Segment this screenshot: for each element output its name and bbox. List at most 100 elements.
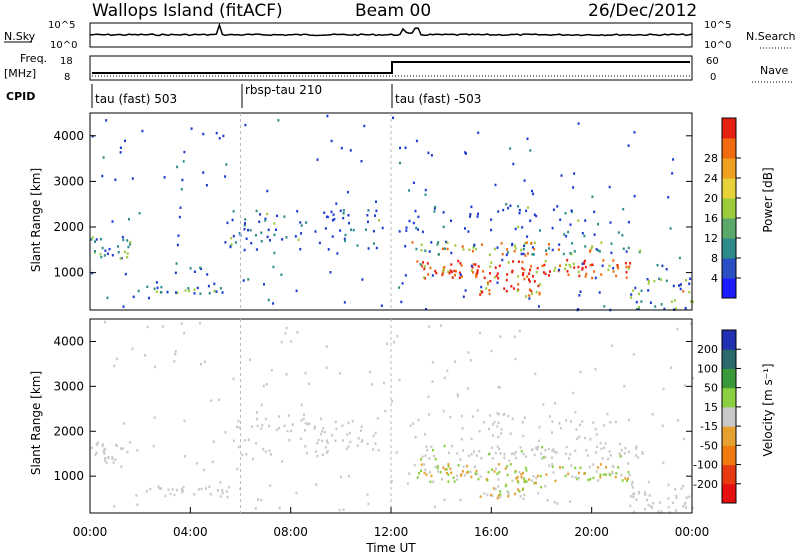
range-cell [400,300,403,304]
range-cell [690,300,693,303]
range-cell [347,445,350,448]
range-cell [652,501,655,505]
range-cell [646,498,649,502]
range-cell [635,447,638,450]
range-cell [425,473,428,476]
range-cell [513,244,516,248]
range-cell [512,287,515,290]
range-cell [491,423,494,426]
range-cell [688,282,691,285]
range-cell [471,249,474,253]
range-cell [181,491,184,494]
range-cell [472,263,475,266]
range-cell [321,453,324,456]
range-cell [188,289,190,293]
range-cell [578,435,581,439]
range-cell [260,427,263,430]
range-cell [420,243,423,247]
range-cell [624,477,627,480]
range-cell [598,291,601,294]
range-cell [418,472,421,475]
colorbar-swatch [722,198,736,219]
range-cell [252,457,255,461]
range-cell [581,232,584,235]
range-cell [579,466,582,470]
range-cell [374,214,376,217]
range-cell [423,463,426,466]
range-cell [522,471,524,475]
range-cell [326,441,329,445]
range-cell [235,425,238,429]
range-cell [305,451,308,455]
range-cell [189,267,192,270]
range-cell [193,493,196,496]
range-cell [111,220,114,223]
range-cell [160,487,163,490]
range-cell [262,448,265,451]
range-cell [572,262,575,266]
range-cell [682,437,685,441]
range-cell [255,209,258,213]
range-cell [264,219,267,222]
colorbar-swatch [722,218,736,239]
x-tick-label: 00:00 [73,525,108,539]
range-cell [528,272,531,275]
range-cell [594,276,597,280]
range-cell [436,243,439,246]
range-cell [600,241,603,244]
range-cell [180,487,183,491]
range-cell [537,491,540,495]
range-cell [514,247,517,250]
range-cell [523,480,526,484]
range-cell [630,483,633,486]
range-cell [174,271,177,275]
range-cell [556,502,559,505]
range-cell [325,215,328,218]
range-cell [437,241,440,244]
range-cell [496,425,499,428]
range-cell [266,189,269,193]
range-cell [604,442,607,445]
range-cell [483,492,486,495]
range-cell [372,448,375,451]
range-cell [482,270,485,273]
range-cell [675,494,678,498]
range-cell [592,476,595,480]
range-cell [278,415,280,418]
range-cell [559,427,562,430]
range-cell [321,430,324,433]
range-cell [470,453,473,456]
range-cell [427,273,430,276]
range-cell [202,171,205,174]
range-cell [177,234,180,237]
range-cell [321,439,324,443]
range-cell [571,475,574,478]
range-cell [260,403,263,407]
range-cell [533,453,536,457]
range-cell [259,213,262,216]
range-cell [302,417,305,421]
range-cell [405,229,408,232]
range-cell [273,251,276,255]
range-cell [178,215,181,219]
range-cell [144,354,147,357]
range-cell [306,422,309,426]
range-cell [479,475,482,478]
range-cell [497,412,500,416]
range-cell [599,473,602,476]
range-cell [534,481,537,485]
range-cell [174,352,177,356]
range-cell [460,264,463,267]
freq-unit: [MHz] [4,67,36,80]
range-cell [528,297,531,300]
range-cell [114,178,117,181]
range-cell [567,472,570,476]
range-cell [412,221,415,225]
range-cell [449,467,452,470]
range-cell [300,224,303,227]
range-cell [544,484,547,488]
range-cell [665,268,668,271]
range-cell [511,242,514,246]
range-cell [449,415,452,419]
range-cell [499,335,502,338]
